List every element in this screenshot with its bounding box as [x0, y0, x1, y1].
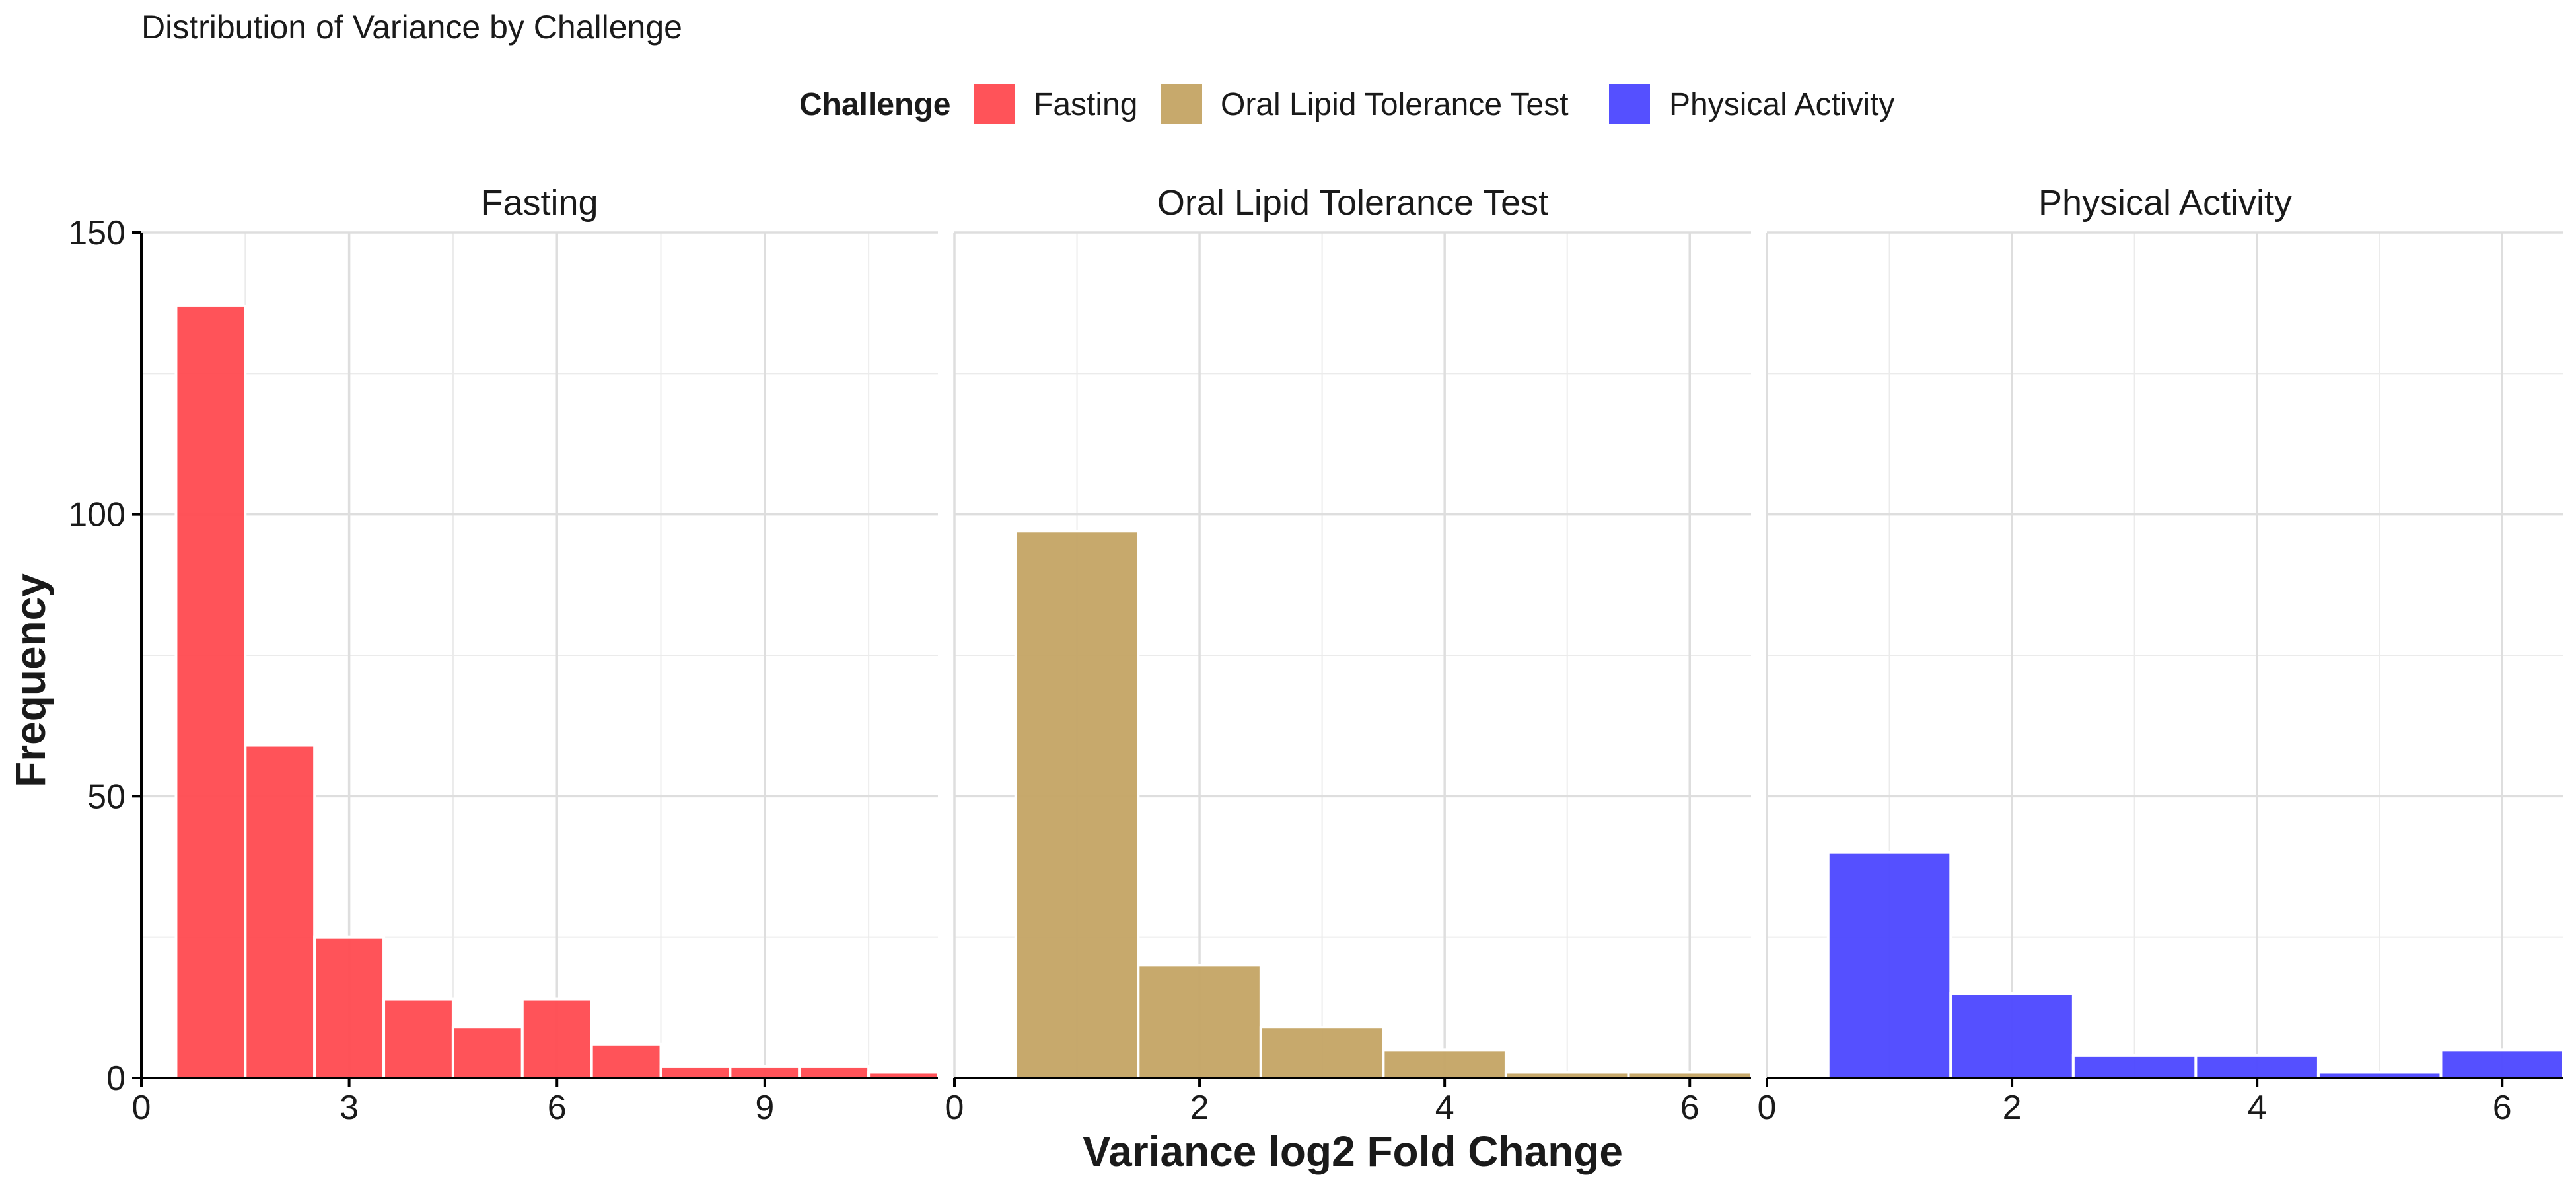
panel-3: 0 2 4 6 Physical Activity — [1758, 183, 2565, 1127]
y-tick-label: 150 — [68, 214, 125, 252]
chart-title: Distribution of Variance by Challenge — [141, 9, 682, 46]
histogram-bar — [798, 1065, 871, 1080]
y-tick-label: 50 — [87, 777, 125, 816]
histogram-bar — [1826, 851, 1952, 1079]
legend: Challenge Fasting Oral Lipid Tolerance Te… — [799, 84, 1894, 124]
legend-entries: Fasting Oral Lipid Tolerance Test Physical… — [974, 84, 1894, 124]
histogram-bar — [1014, 530, 1140, 1079]
y-tick-label: 0 — [106, 1060, 125, 1098]
x-tick-label: 4 — [1435, 1089, 1454, 1127]
x-tick-label: 6 — [548, 1089, 567, 1127]
x-tick-label: 4 — [2248, 1089, 2267, 1127]
histogram-bar — [659, 1065, 732, 1080]
x-axis-label: Variance log2 Fold Change — [1083, 1128, 1623, 1175]
x-tick-label: 2 — [1190, 1089, 1209, 1127]
histogram-bar — [244, 744, 316, 1079]
y-axis-label: Frequency — [7, 573, 54, 787]
x-tick-label: 6 — [2493, 1089, 2512, 1127]
histogram-bar — [2071, 1054, 2198, 1080]
legend-title: Challenge — [799, 87, 950, 122]
histogram-bar — [2194, 1054, 2320, 1080]
histogram-bar — [1259, 1026, 1385, 1079]
legend-key-1 — [974, 84, 1015, 124]
histogram-bar — [451, 1026, 524, 1079]
histogram-bar — [382, 997, 454, 1079]
histogram-bar — [313, 935, 386, 1079]
panel-title: Oral Lipid Tolerance Test — [1157, 183, 1548, 223]
legend-key-2 — [1161, 84, 1202, 124]
histogram-bar — [520, 997, 593, 1079]
legend-key-3 — [1609, 84, 1650, 124]
x-tick-label: 2 — [2003, 1089, 2022, 1127]
x-tick-label: 0 — [132, 1089, 151, 1127]
histogram-bar — [2439, 1048, 2565, 1080]
histogram-bar — [1382, 1048, 1507, 1080]
x-tick-label: 9 — [755, 1089, 774, 1127]
panel-2: 0 2 4 6 Oral Lipid Tolerance Test — [945, 183, 1752, 1127]
legend-label-3: Physical Activity — [1669, 87, 1894, 122]
histogram-bar — [590, 1042, 662, 1080]
legend-label-2: Oral Lipid Tolerance Test — [1221, 87, 1569, 122]
x-tick-label: 0 — [945, 1089, 964, 1127]
histogram-bar — [174, 304, 247, 1079]
histogram-bar — [729, 1065, 801, 1080]
y-tick-label: 100 — [68, 496, 125, 534]
panels: 0 50 100 150 0 3 6 9 Fasting 0 2 4 6 Oral Lipid Toler… — [68, 183, 2565, 1127]
legend-label-1: Fasting — [1034, 87, 1137, 122]
panel-1: 0 50 100 150 0 3 6 9 Fasting — [68, 183, 940, 1127]
histogram-bar — [1949, 992, 2075, 1079]
histogram-bar — [1137, 964, 1262, 1080]
x-tick-label: 0 — [1758, 1089, 1777, 1127]
x-tick-label: 3 — [340, 1089, 359, 1127]
x-tick-label: 6 — [1680, 1089, 1699, 1127]
panel-title: Physical Activity — [2038, 183, 2292, 223]
panel-title: Fasting — [481, 183, 598, 223]
